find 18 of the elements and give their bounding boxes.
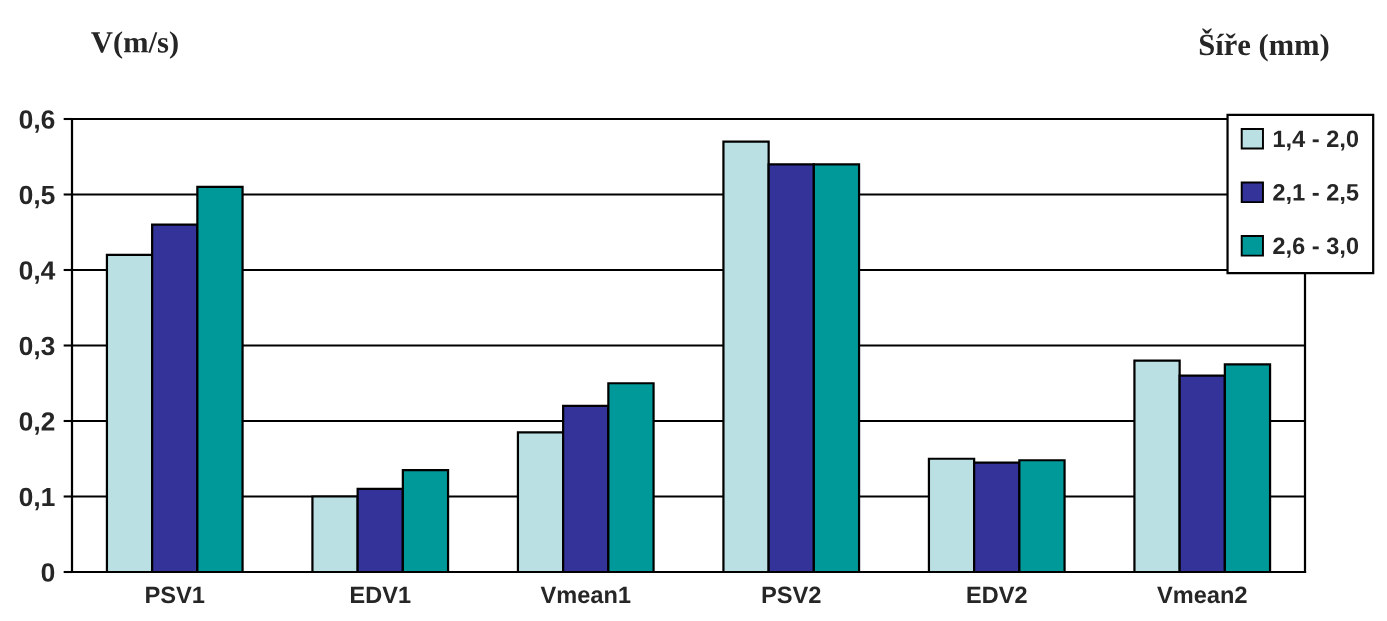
y-tick-label: 0,1 [19, 487, 55, 511]
y-tick-label: 0 [41, 563, 55, 582]
legend-title: Šíře (mm) [1199, 28, 1329, 62]
y-tick-label: 0,4 [19, 261, 56, 284]
legend-label: 2,6 - 3,0 [1273, 237, 1359, 258]
y-tick-label: 0,3 [19, 336, 55, 360]
legend-label: 1,4 - 2,0 [1273, 130, 1359, 151]
x-tick-label: Vmean1 [540, 586, 631, 604]
x-tick-label: PSV2 [762, 586, 821, 604]
x-tick-label: EDV1 [350, 586, 411, 603]
y-tick-label: 0,6 [19, 110, 55, 133]
y-axis-title: V(m/s) [91, 31, 178, 59]
x-tick-label: PSV1 [146, 586, 205, 604]
y-tick-label: 0,2 [19, 412, 55, 435]
x-tick-label: Vmean2 [1157, 586, 1247, 604]
y-tick-label: 0,5 [19, 185, 55, 209]
x-tick-label: EDV2 [967, 586, 1027, 603]
legend-label: 2,1 - 2,5 [1273, 183, 1359, 205]
